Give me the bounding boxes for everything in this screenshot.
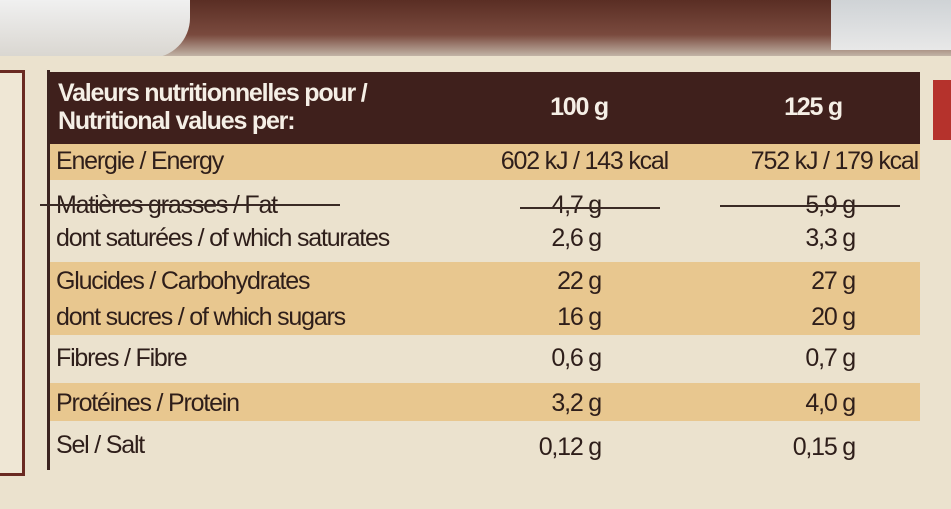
table-header: Valeurs nutritionnelles pour / Nutrition… <box>50 72 920 144</box>
row-label: Sel / Salt <box>56 431 145 459</box>
crease-line-left <box>40 204 340 206</box>
header-title-line2: Nutritional values per: <box>58 107 296 135</box>
band-energy <box>50 144 920 180</box>
header-title-line1: Valeurs nutritionnelles pour / <box>58 79 368 107</box>
row-label: dont saturées / of which saturates <box>56 224 390 252</box>
left-panel-border <box>0 70 25 476</box>
row-value-125g: 4,0 g <box>805 389 856 417</box>
row-value-100g: 16 g <box>557 303 602 331</box>
row-value-125g: 20 g <box>811 303 856 331</box>
row-label: Protéines / Protein <box>56 389 240 417</box>
row-value-125g: 0,7 g <box>805 344 856 372</box>
crease-line-mid <box>520 207 660 209</box>
row-value-100g: 3,2 g <box>551 389 602 417</box>
row-label: Energie / Energy <box>56 147 224 175</box>
packaging-lid-left <box>0 0 190 58</box>
header-col-100g: 100 g <box>550 93 609 121</box>
band-protein <box>50 383 920 421</box>
packaging-lid-right <box>831 0 951 50</box>
row-value-100g: 0,6 g <box>551 344 602 372</box>
band-carbohydrates <box>50 262 920 335</box>
row-value-100g: 4,7 g <box>551 191 602 219</box>
row-value-100g: 22 g <box>557 267 602 295</box>
row-value-125g: 3,3 g <box>805 224 856 252</box>
row-value-100g: 2,6 g <box>551 224 602 252</box>
row-value-125g: 752 kJ / 179 kcal <box>750 147 919 175</box>
row-label: dont sucres / of which sugars <box>56 303 346 331</box>
row-value-125g: 27 g <box>811 267 856 295</box>
row-value-125g: 0,15 g <box>792 433 857 461</box>
crease-line-right <box>720 205 900 207</box>
header-col-125g: 125 g <box>784 93 843 121</box>
row-value-100g: 602 kJ / 143 kcal <box>500 147 669 175</box>
row-label: Glucides / Carbohydrates <box>56 267 310 295</box>
row-value-100g: 0,12 g <box>538 433 603 461</box>
table-frame <box>47 70 50 470</box>
row-label: Fibres / Fibre <box>56 344 188 372</box>
right-red-strip <box>933 80 951 140</box>
